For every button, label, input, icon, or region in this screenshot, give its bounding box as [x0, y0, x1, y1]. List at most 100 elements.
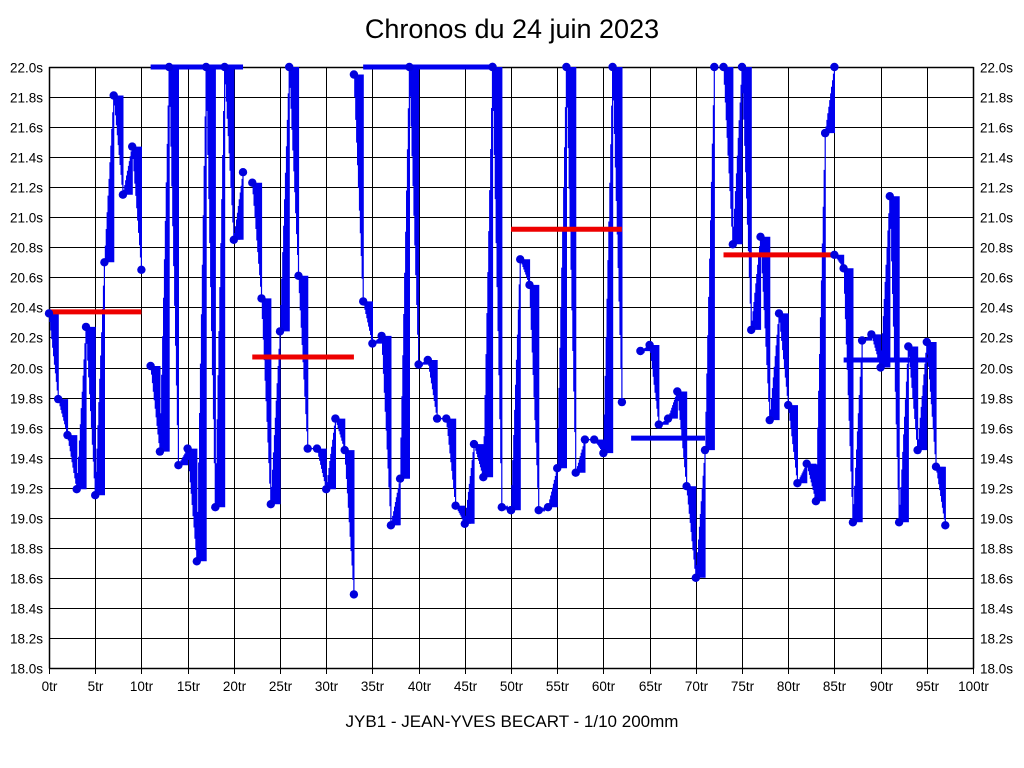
data-point [201, 62, 211, 72]
data-point [174, 461, 183, 470]
data-point [728, 240, 737, 249]
data-point [211, 503, 220, 512]
x-tick-label: 10tr [130, 679, 154, 694]
y-tick-label-right: 22.0s [980, 61, 1013, 76]
data-point [359, 297, 368, 306]
x-tick-label: 30tr [315, 679, 339, 694]
data-point [543, 503, 553, 512]
data-point [340, 445, 349, 455]
data-point [802, 459, 811, 468]
y-tick-label-left: 18.8s [10, 542, 43, 557]
data-point [257, 294, 266, 303]
y-tick-label-right: 21.2s [980, 181, 1013, 196]
data-point [821, 128, 830, 138]
y-tick-label-right: 20.0s [980, 362, 1013, 377]
x-tick-label: 75tr [731, 679, 755, 694]
y-tick-label-left: 21.4s [10, 151, 43, 166]
data-point [506, 506, 516, 515]
data-point [562, 62, 571, 72]
y-tick-label-left: 21.6s [10, 121, 43, 136]
data-point [700, 445, 710, 455]
data-point [774, 309, 784, 318]
data-point [192, 557, 201, 566]
data-point [451, 501, 460, 510]
series-line [492, 66, 512, 511]
y-tick-label-right: 21.0s [980, 211, 1013, 226]
data-point [673, 387, 682, 396]
data-point [294, 271, 303, 280]
data-point [691, 573, 700, 582]
data-point [63, 430, 72, 440]
data-point [839, 264, 848, 273]
x-tick-label: 95tr [916, 679, 940, 694]
data-point [303, 444, 312, 453]
series-line [640, 67, 715, 579]
data-point [469, 439, 479, 449]
y-tick-label-left: 20.2s [10, 331, 43, 346]
data-point [331, 414, 340, 423]
data-point [765, 415, 774, 425]
data-point [275, 327, 285, 336]
data-point [737, 62, 747, 72]
y-tick-label-right: 18.8s [980, 542, 1013, 557]
y-tick-label-left: 18.4s [10, 602, 43, 617]
x-tick-label: 55tr [546, 679, 570, 694]
y-tick-label-left: 19.2s [10, 482, 43, 497]
data-point [793, 479, 802, 488]
series-line [353, 66, 494, 526]
data-point [54, 394, 63, 404]
data-point [608, 62, 617, 72]
data-point [118, 190, 128, 199]
data-point [423, 355, 432, 365]
y-tick-label-right: 18.4s [980, 602, 1013, 617]
x-tick-label: 90tr [870, 679, 894, 694]
data-point [285, 62, 294, 72]
data-point [894, 518, 904, 527]
data-point [238, 168, 248, 177]
y-tick-label-left: 19.6s [10, 422, 43, 437]
data-point [913, 445, 922, 455]
series-line [723, 66, 826, 502]
data-point [146, 361, 155, 371]
data-point [571, 468, 580, 477]
data-point [747, 325, 756, 335]
x-tick-label: 70tr [685, 679, 709, 694]
data-point [100, 258, 109, 267]
y-tick-label-left: 20.4s [10, 301, 43, 316]
series-line [825, 67, 835, 134]
data-point [137, 265, 146, 274]
x-tick-label: 100tr [958, 679, 989, 694]
data-point [109, 91, 118, 100]
x-tick-label: 80tr [777, 679, 801, 694]
x-tick-label: 20tr [223, 679, 247, 694]
data-points-group [44, 62, 950, 599]
y-tick-label-left: 20.6s [10, 271, 43, 286]
data-point [719, 62, 728, 72]
data-point [432, 414, 442, 423]
y-tick-label-left: 21.2s [10, 181, 43, 196]
data-point [460, 519, 469, 528]
data-point [931, 462, 941, 471]
data-point [636, 346, 645, 356]
y-tick-label-left: 19.8s [10, 392, 43, 407]
data-point [386, 521, 396, 530]
data-point [479, 473, 488, 482]
y-tick-label-right: 19.2s [980, 482, 1013, 497]
data-point [155, 447, 165, 456]
data-point [830, 62, 839, 72]
plot-frame [48, 66, 975, 670]
x-tick-label: 45tr [454, 679, 478, 694]
data-point [811, 497, 821, 506]
data-point [922, 337, 931, 347]
y-tick-label-right: 21.4s [980, 151, 1013, 166]
data-point [867, 330, 876, 339]
y-tick-label-left: 19.0s [10, 512, 43, 527]
data-point [857, 336, 867, 345]
data-point [710, 62, 719, 72]
data-point [645, 340, 654, 350]
y-tick-label-right: 20.4s [980, 301, 1013, 316]
data-point [663, 414, 673, 423]
data-point [941, 521, 950, 530]
data-point [756, 232, 765, 241]
